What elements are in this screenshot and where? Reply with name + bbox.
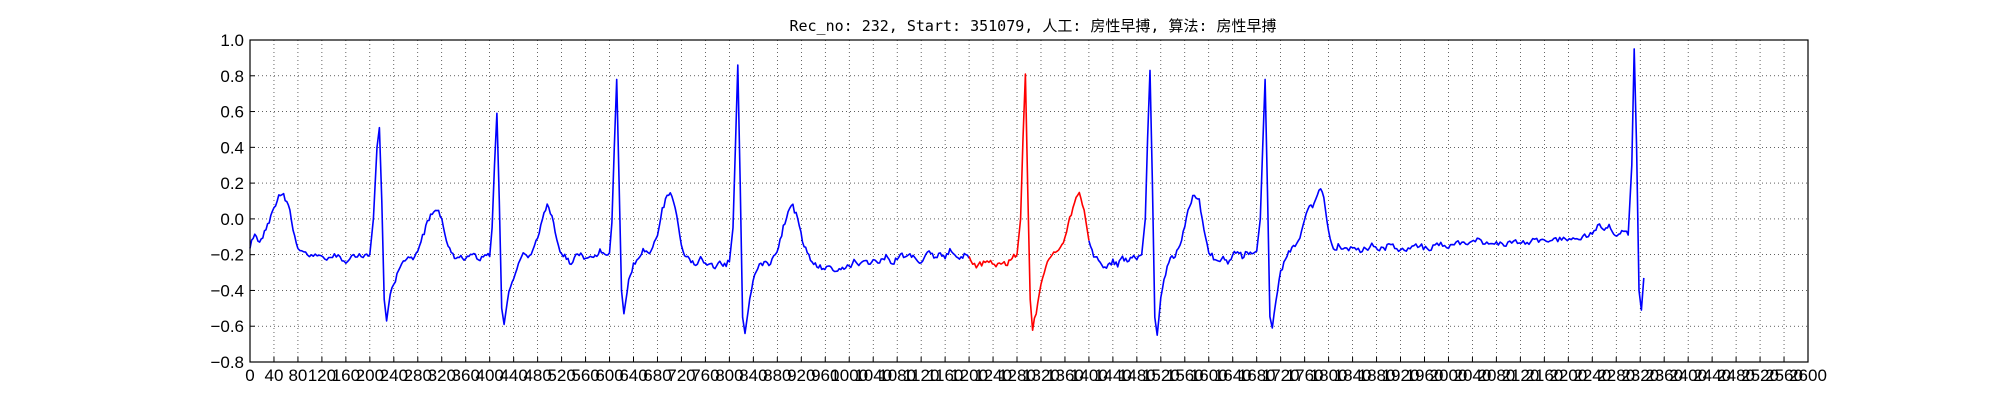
x-tick-label: 760 (691, 366, 719, 385)
x-tick-label: 40 (265, 366, 284, 385)
x-tick-label: 2560 (1765, 366, 1803, 385)
x-tick-label: 2480 (1717, 366, 1755, 385)
x-tick-label: 1520 (1142, 366, 1180, 385)
plot-frame (249, 39, 1809, 363)
x-tick-label: 2600 (1789, 366, 1827, 385)
series-layer (249, 48, 1645, 336)
x-tick-label: 280 (404, 366, 432, 385)
x-tick-label: 1280 (998, 366, 1036, 385)
x-tick-label: 1160 (927, 366, 964, 385)
x-tick-label: 520 (547, 366, 575, 385)
chart-title: Rec_no: 232, Start: 351079, 人工: 房性早搏, 算法… (789, 17, 1276, 35)
x-tick-label: 1560 (1166, 366, 1204, 385)
x-tick-label: 2520 (1741, 366, 1779, 385)
x-tick-label: 1840 (1334, 366, 1372, 385)
x-tick-label: 0 (245, 366, 254, 385)
x-tick-label: 1120 (903, 366, 940, 385)
x-tick-label: 1800 (1310, 366, 1348, 385)
x-tick-label: 640 (619, 366, 647, 385)
y-tick-label: 0.8 (220, 67, 244, 86)
y-tick-label: 0.2 (220, 174, 244, 193)
x-tick-label: 2040 (1454, 366, 1492, 385)
x-tick-label: 1880 (1358, 366, 1396, 385)
x-tick-label: 1680 (1238, 366, 1276, 385)
x-tick-label: 2440 (1693, 366, 1731, 385)
y-tick-label: −0.2 (210, 246, 244, 265)
x-tick-label: 2160 (1525, 366, 1563, 385)
y-tick-label: −0.4 (210, 281, 244, 300)
x-tick-label: 720 (667, 366, 695, 385)
x-tick-label: 160 (332, 366, 360, 385)
x-tick-label: 1400 (1070, 366, 1108, 385)
y-tick-label: 0.4 (220, 138, 244, 157)
x-tick-label: 2240 (1573, 366, 1611, 385)
x-tick-label: 840 (739, 366, 767, 385)
x-tick-label: 1760 (1286, 366, 1324, 385)
x-tick-label: 2120 (1501, 366, 1539, 385)
x-tick-label: 2320 (1621, 366, 1659, 385)
ecg-line-segment-1 (249, 64, 970, 335)
x-tick-label: 480 (523, 366, 551, 385)
tick-layer: −0.8−0.6−0.4−0.20.00.20.40.60.81.00 40 80 1… (210, 31, 1826, 385)
x-tick-label: 400 (476, 366, 504, 385)
x-tick-label: 1000 (830, 366, 868, 385)
x-tick-label: 880 (763, 366, 791, 385)
x-tick-label: 680 (643, 366, 671, 385)
x-tick-label: 2360 (1645, 366, 1683, 385)
x-tick-label: 1920 (1382, 366, 1420, 385)
x-tick-label: 1480 (1118, 366, 1156, 385)
x-tick-label: 1360 (1046, 366, 1084, 385)
y-tick-label: 0.0 (220, 210, 244, 229)
x-tick-label: 80 (288, 366, 307, 385)
x-tick-label: 600 (595, 366, 623, 385)
x-tick-label: 1320 (1022, 366, 1060, 385)
x-tick-label: 1960 (1406, 366, 1444, 385)
x-tick-label: 560 (571, 366, 599, 385)
grid-layer (249, 39, 1809, 363)
x-tick-label: 360 (452, 366, 480, 385)
x-tick-label: 960 (811, 366, 839, 385)
x-tick-label: 1200 (950, 366, 988, 385)
ecg-line-highlighted-beat (968, 73, 1090, 331)
x-tick-label: 1040 (854, 366, 892, 385)
x-tick-label: 1080 (878, 366, 916, 385)
x-tick-label: 2400 (1669, 366, 1707, 385)
x-tick-label: 1240 (974, 366, 1012, 385)
x-tick-label: 2080 (1477, 366, 1515, 385)
y-tick-label: −0.8 (210, 353, 244, 372)
x-tick-label: 240 (380, 366, 408, 385)
y-tick-label: 0.6 (220, 103, 244, 122)
x-tick-label: 1640 (1214, 366, 1252, 385)
x-tick-label: 320 (428, 366, 456, 385)
x-tick-label: 120 (308, 366, 336, 385)
x-tick-label: 920 (787, 366, 815, 385)
ecg-line-segment-2 (1088, 48, 1645, 336)
x-tick-label: 1440 (1094, 366, 1132, 385)
x-tick-label: 1600 (1190, 366, 1228, 385)
x-tick-label: 200 (356, 366, 384, 385)
x-tick-label: 440 (499, 366, 527, 385)
x-tick-label: 800 (715, 366, 743, 385)
x-tick-label: 2200 (1549, 366, 1587, 385)
y-tick-label: −0.6 (210, 317, 244, 336)
y-tick-label: 1.0 (220, 31, 244, 50)
x-tick-label: 1720 (1262, 366, 1300, 385)
x-tick-label: 2000 (1430, 366, 1468, 385)
x-tick-label: 2280 (1597, 366, 1635, 385)
